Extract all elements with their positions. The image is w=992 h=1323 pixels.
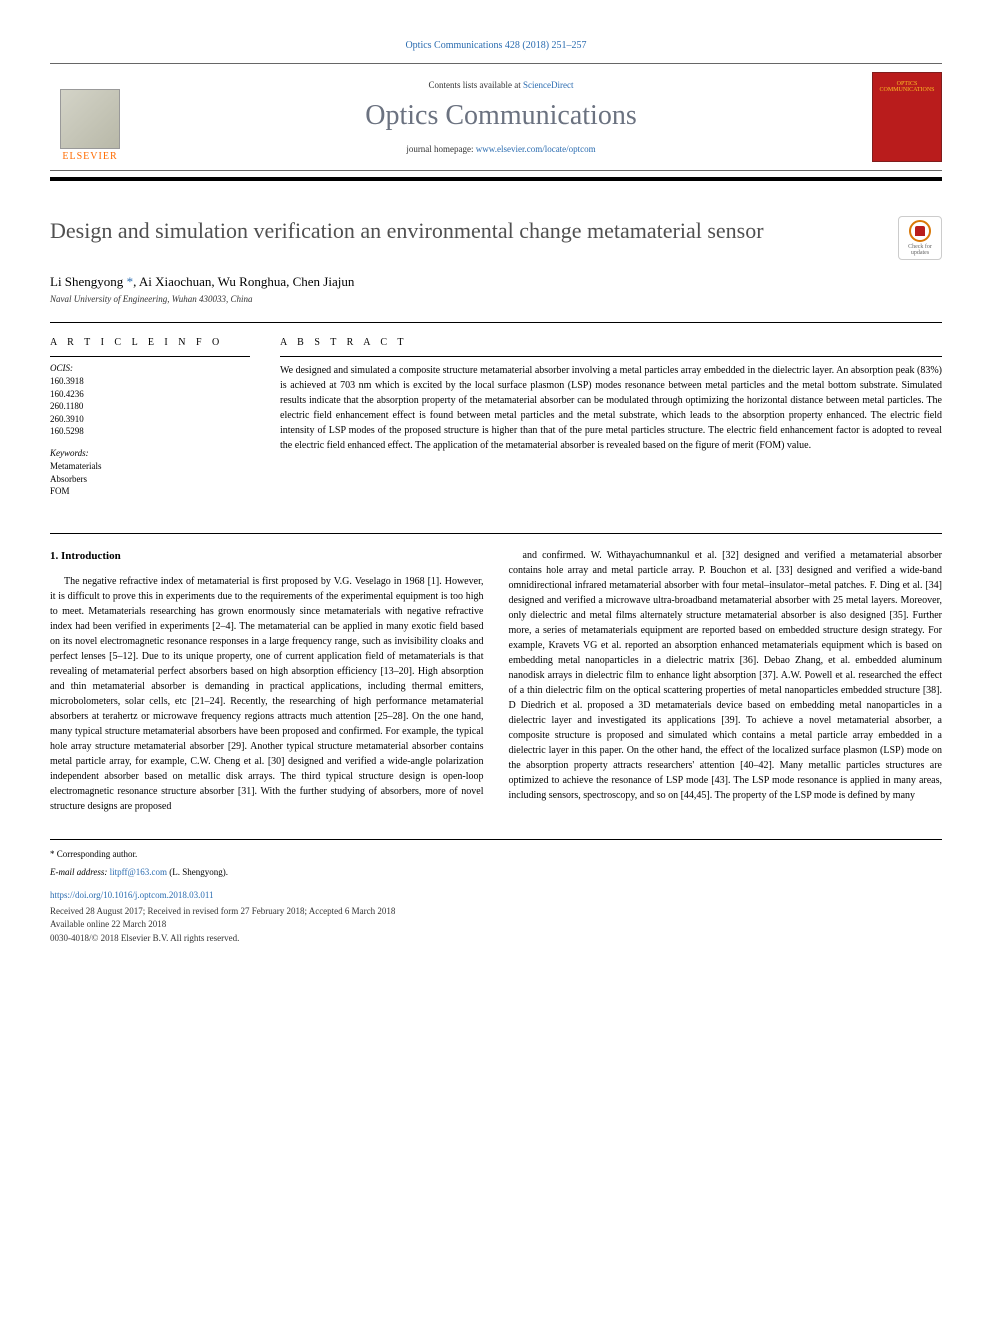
article-info-heading: A R T I C L E I N F O xyxy=(50,337,250,348)
divider-2 xyxy=(50,533,942,534)
homepage-line: journal homepage: www.elsevier.com/locat… xyxy=(130,144,872,154)
corresponding-footnote: * Corresponding author. xyxy=(50,848,942,862)
abstract-text: We designed and simulated a composite st… xyxy=(280,363,942,453)
ocis-code: 160.4236 xyxy=(50,388,250,401)
citation-header: Optics Communications 428 (2018) 251–257 xyxy=(50,40,942,51)
author-1: Li Shengyong xyxy=(50,274,123,289)
doi-link[interactable]: https://doi.org/10.1016/j.optcom.2018.03… xyxy=(50,889,942,903)
contents-line: Contents lists available at ScienceDirec… xyxy=(130,80,872,90)
elsevier-tree-icon xyxy=(60,89,120,149)
cover-text: OPTICS COMMUNICATIONS xyxy=(873,81,941,93)
abstract-column: A B S T R A C T We designed and simulate… xyxy=(280,337,942,508)
title-row: Design and simulation verification an en… xyxy=(50,216,942,260)
affiliation: Naval University of Engineering, Wuhan 4… xyxy=(50,294,942,304)
keywords-group: Keywords: Metamaterials Absorbers FOM xyxy=(50,448,250,498)
keyword: FOM xyxy=(50,485,250,498)
copyright-line: 0030-4018/© 2018 Elsevier B.V. All right… xyxy=(50,932,942,946)
publication-dates: Received 28 August 2017; Received in rev… xyxy=(50,905,942,919)
keyword: Absorbers xyxy=(50,473,250,486)
body-columns: 1. Introduction The negative refractive … xyxy=(50,548,942,815)
authors-rest: , Ai Xiaochuan, Wu Ronghua, Chen Jiajun xyxy=(133,274,354,289)
section-1-heading: 1. Introduction xyxy=(50,548,484,565)
ocis-label: OCIS: xyxy=(50,363,250,373)
check-updates-badge[interactable]: Check for updates xyxy=(898,216,942,260)
thick-divider xyxy=(50,177,942,181)
email-footnote: E-mail address: litpff@163.com (L. Sheng… xyxy=(50,866,942,880)
divider-1 xyxy=(50,322,942,323)
masthead: ELSEVIER Contents lists available at Sci… xyxy=(50,63,942,171)
ocis-code: 160.3918 xyxy=(50,375,250,388)
ocis-code: 160.5298 xyxy=(50,425,250,438)
journal-name: Optics Communications xyxy=(130,100,872,132)
keyword: Metamaterials xyxy=(50,460,250,473)
article-title: Design and simulation verification an en… xyxy=(50,216,898,246)
crossmark-icon xyxy=(909,220,931,242)
homepage-link[interactable]: www.elsevier.com/locate/optcom xyxy=(476,144,596,154)
publisher-name: ELSEVIER xyxy=(62,151,117,162)
ocis-code: 260.1180 xyxy=(50,400,250,413)
body-column-right: and confirmed. W. Withayachumnankul et a… xyxy=(509,548,943,815)
abstract-heading: A B S T R A C T xyxy=(280,337,942,348)
masthead-center: Contents lists available at ScienceDirec… xyxy=(130,80,872,154)
authors-line: Li Shengyong *, Ai Xiaochuan, Wu Ronghua… xyxy=(50,274,942,290)
body-paragraph: The negative refractive index of metamat… xyxy=(50,574,484,814)
sciencedirect-link[interactable]: ScienceDirect xyxy=(523,80,573,90)
info-abstract-row: A R T I C L E I N F O OCIS: 160.3918 160… xyxy=(50,337,942,508)
available-online: Available online 22 March 2018 xyxy=(50,918,942,932)
journal-cover-thumbnail[interactable]: OPTICS COMMUNICATIONS xyxy=(872,72,942,162)
ocis-code: 260.3910 xyxy=(50,413,250,426)
article-info: A R T I C L E I N F O OCIS: 160.3918 160… xyxy=(50,337,250,508)
ocis-group: OCIS: 160.3918 160.4236 260.1180 260.391… xyxy=(50,363,250,438)
body-column-left: 1. Introduction The negative refractive … xyxy=(50,548,484,815)
footer-section: * Corresponding author. E-mail address: … xyxy=(50,839,942,945)
keywords-label: Keywords: xyxy=(50,448,250,458)
email-link[interactable]: litpff@163.com xyxy=(110,867,167,877)
body-paragraph: and confirmed. W. Withayachumnankul et a… xyxy=(509,548,943,803)
publisher-logo[interactable]: ELSEVIER xyxy=(50,72,130,162)
